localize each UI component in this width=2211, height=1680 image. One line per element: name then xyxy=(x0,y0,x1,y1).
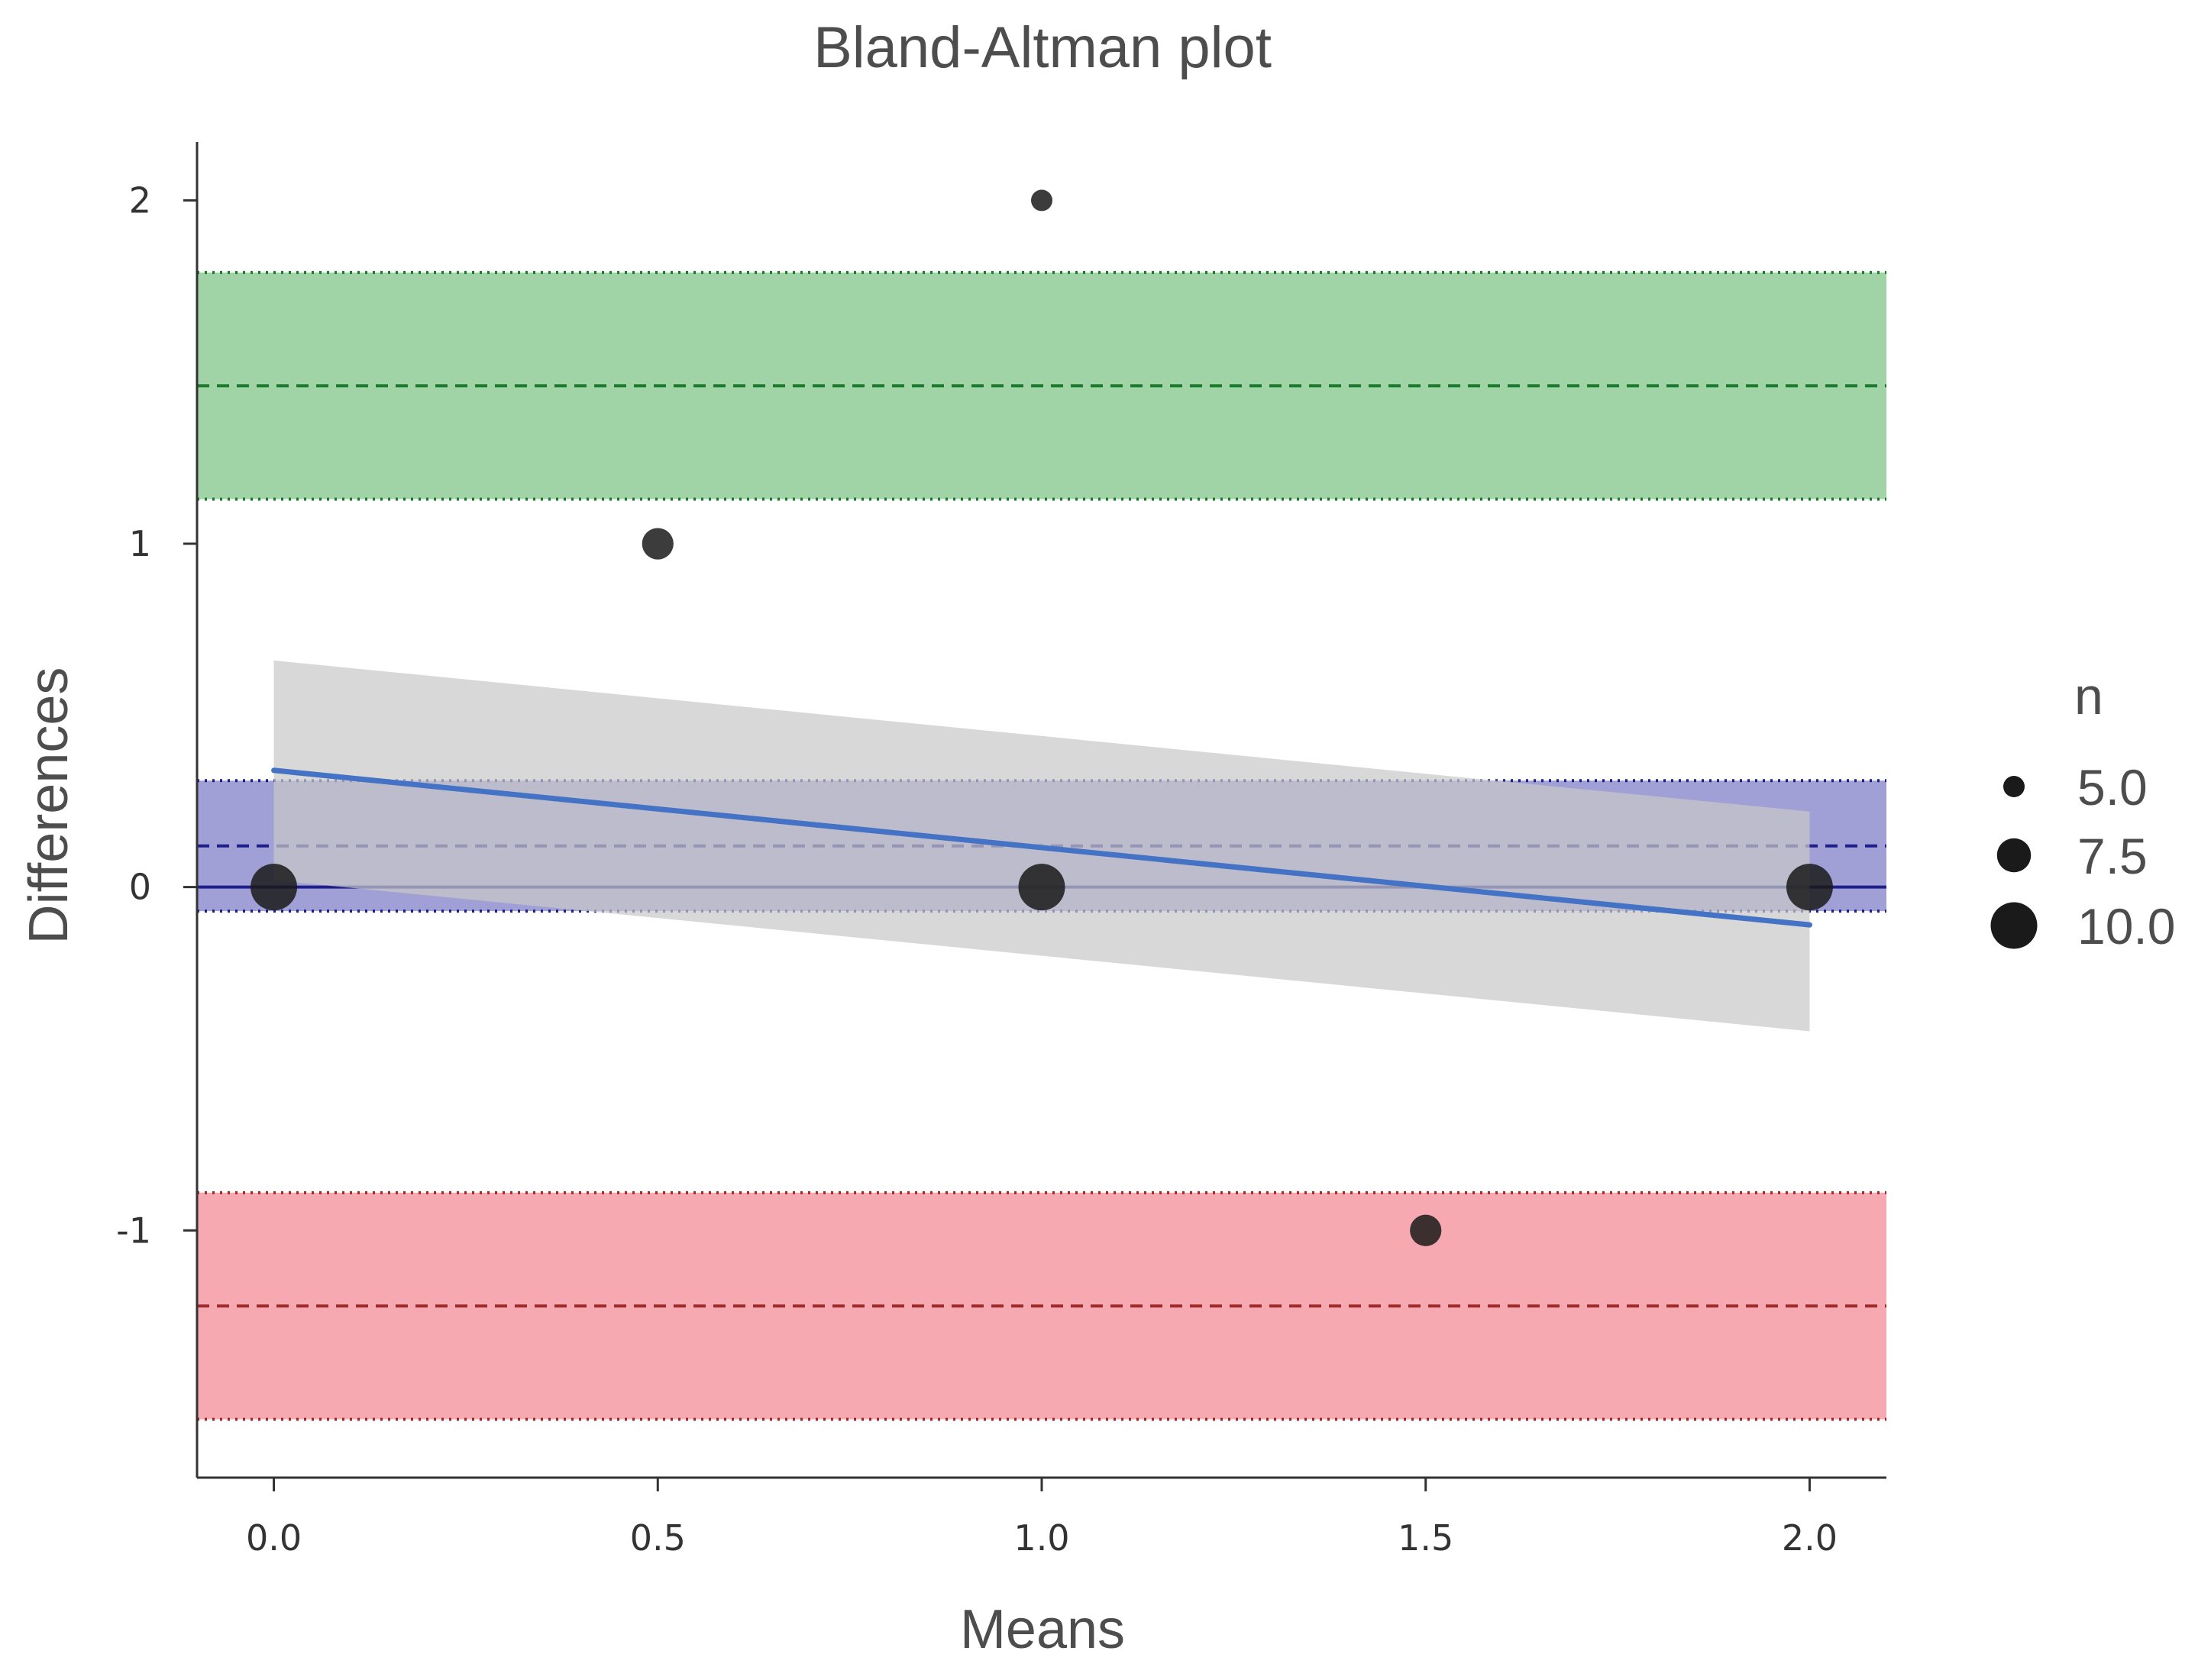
y-tick-label: -1 xyxy=(116,1210,151,1251)
legend-title: n xyxy=(2074,667,2103,725)
x-tick-label: 0.5 xyxy=(630,1517,686,1559)
legend-key xyxy=(1990,902,2038,949)
data-points xyxy=(251,189,1833,1246)
data-point-1 xyxy=(642,528,674,560)
chart-title: Bland-Altman plot xyxy=(813,15,1272,80)
legend-key xyxy=(1996,838,2032,873)
legend-label: 7.5 xyxy=(2077,828,2148,884)
x-tick-label: 0.0 xyxy=(246,1517,302,1559)
legend-key xyxy=(2003,776,2025,797)
regression-line xyxy=(271,767,1812,928)
y-tick-label: 0 xyxy=(129,867,151,908)
y-axis-title: Differences xyxy=(18,667,79,945)
x-tick-label: 2.0 xyxy=(1782,1517,1838,1559)
data-point-0 xyxy=(251,864,298,911)
legend-label: 10.0 xyxy=(2077,898,2175,955)
x-tick-label: 1.0 xyxy=(1013,1517,1069,1559)
data-point-4 xyxy=(1410,1214,1442,1246)
x-tick-label: 1.5 xyxy=(1398,1517,1453,1559)
y-tick-label: 2 xyxy=(129,179,151,221)
data-point-2 xyxy=(1031,189,1052,212)
legend-label: 5.0 xyxy=(2077,759,2148,816)
y-tick-label: 1 xyxy=(129,523,151,564)
tick-labels: 0.0 0.5 1.0 1.5 2.0 -1 0 1 2 xyxy=(116,179,1838,1559)
regression-layer xyxy=(271,660,1812,1032)
axes xyxy=(183,142,1886,1491)
size-legend: n 5.0 7.5 10.0 xyxy=(1990,667,2175,955)
data-point-5 xyxy=(1786,864,1833,911)
x-axis-title: Means xyxy=(960,1599,1125,1660)
data-point-3 xyxy=(1018,864,1065,911)
